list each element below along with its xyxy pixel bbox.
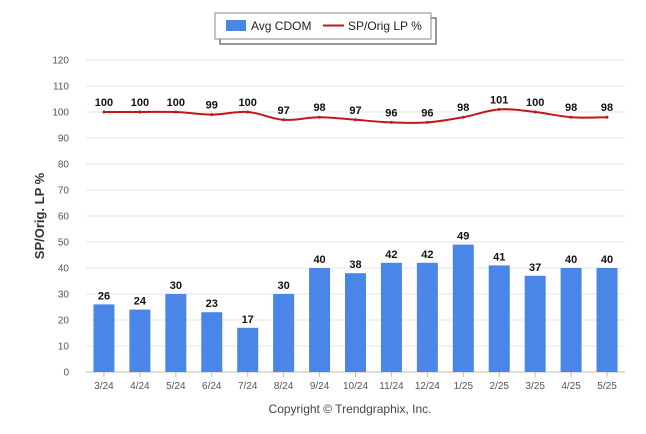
line-point	[210, 113, 214, 117]
line-value-label: 98	[457, 102, 469, 114]
bar	[560, 268, 582, 372]
y-tick-label: 0	[63, 368, 69, 379]
line-point	[138, 110, 142, 114]
x-tick-label: 4/25	[561, 381, 581, 392]
line-value-label: 97	[278, 105, 290, 117]
bar	[309, 268, 331, 372]
y-tick-label: 10	[58, 342, 70, 353]
bar	[345, 273, 366, 372]
x-tick-label: 9/24	[310, 381, 330, 392]
line-point	[533, 110, 537, 114]
legend-label-sp-orig-lp: SP/Orig LP %	[348, 19, 422, 33]
bar-value-label: 42	[421, 249, 433, 261]
line-value-label: 100	[167, 97, 185, 109]
line-point	[389, 120, 393, 124]
y-tick-label: 80	[58, 160, 70, 171]
line-value-label: 101	[490, 94, 508, 106]
x-tick-label: 1/25	[454, 381, 474, 392]
bar	[452, 244, 474, 372]
line-point	[174, 110, 178, 114]
bar-value-label: 17	[242, 314, 254, 326]
y-tick-label: 30	[58, 290, 70, 301]
line-point	[461, 115, 465, 119]
line-value-label: 97	[349, 105, 361, 117]
line-value-label: 100	[131, 97, 149, 109]
line-point	[318, 115, 322, 119]
line-value-label: 98	[601, 102, 613, 114]
bar-value-label: 41	[493, 251, 505, 263]
bar	[273, 294, 295, 372]
y-tick-label: 50	[58, 238, 70, 249]
y-tick-label: 60	[58, 212, 70, 223]
bar-value-label: 30	[278, 280, 290, 292]
y-tick-label: 20	[58, 316, 70, 327]
copyright-credit: Copyright © Trendgraphix, Inc.	[269, 402, 432, 416]
bar-value-label: 26	[98, 290, 110, 302]
x-tick-label: 4/24	[130, 381, 150, 392]
bar-value-label: 49	[457, 231, 469, 243]
line-point	[497, 107, 501, 111]
x-tick-label: 5/24	[166, 381, 186, 392]
bar	[596, 268, 618, 372]
y-tick-label: 120	[52, 56, 69, 67]
line-value-label: 100	[95, 97, 113, 109]
x-tick-label: 3/24	[94, 381, 114, 392]
legend-label-avg-cdom: Avg CDOM	[251, 19, 311, 33]
bar-value-label: 42	[385, 249, 397, 261]
bar	[129, 309, 151, 372]
bar	[416, 262, 438, 372]
line-point	[425, 120, 429, 124]
bar	[201, 312, 223, 372]
legend-swatch-bar	[226, 20, 246, 31]
line-value-label: 96	[385, 107, 397, 119]
line-point	[605, 115, 609, 119]
line-value-label: 98	[313, 102, 325, 114]
bar-value-label: 23	[206, 298, 218, 310]
line-value-label: 99	[206, 100, 218, 112]
y-tick-label: 90	[58, 134, 70, 145]
x-tick-label: 11/24	[379, 381, 404, 392]
line-point	[569, 115, 573, 119]
line-point	[246, 110, 250, 114]
line-value-label: 100	[526, 97, 544, 109]
bar-value-label: 38	[349, 259, 361, 271]
y-axis-title: SP/Orig. LP %	[32, 172, 47, 259]
line-point	[354, 118, 357, 122]
line-value-label: 100	[239, 97, 257, 109]
line-value-label: 96	[421, 107, 433, 119]
x-tick-label: 8/24	[274, 381, 294, 392]
line-point	[102, 110, 106, 114]
bar	[93, 304, 115, 372]
x-tick-label: 3/25	[525, 381, 545, 392]
x-tick-label: 2/25	[489, 381, 509, 392]
x-tick-label: 5/25	[597, 381, 617, 392]
x-tick-label: 10/24	[343, 381, 368, 392]
bar	[165, 294, 187, 372]
x-tick-label: 6/24	[202, 381, 222, 392]
bar-value-label: 40	[313, 254, 325, 266]
bar	[380, 262, 402, 372]
bar	[488, 265, 510, 372]
y-tick-label: 70	[58, 186, 70, 197]
bar-value-label: 24	[134, 296, 147, 308]
bar-value-label: 40	[565, 254, 577, 266]
bar	[524, 275, 546, 372]
bar-value-label: 40	[601, 254, 613, 266]
bar	[237, 327, 259, 372]
y-tick-label: 40	[58, 264, 70, 275]
line-value-label: 98	[565, 102, 577, 114]
x-tick-label: 12/24	[415, 381, 440, 392]
bar-value-label: 37	[529, 262, 541, 274]
line-point	[282, 118, 286, 122]
y-tick-label: 110	[53, 82, 69, 93]
bar-value-label: 30	[170, 280, 182, 292]
y-tick-label: 100	[52, 108, 69, 119]
x-tick-label: 7/24	[238, 381, 258, 392]
